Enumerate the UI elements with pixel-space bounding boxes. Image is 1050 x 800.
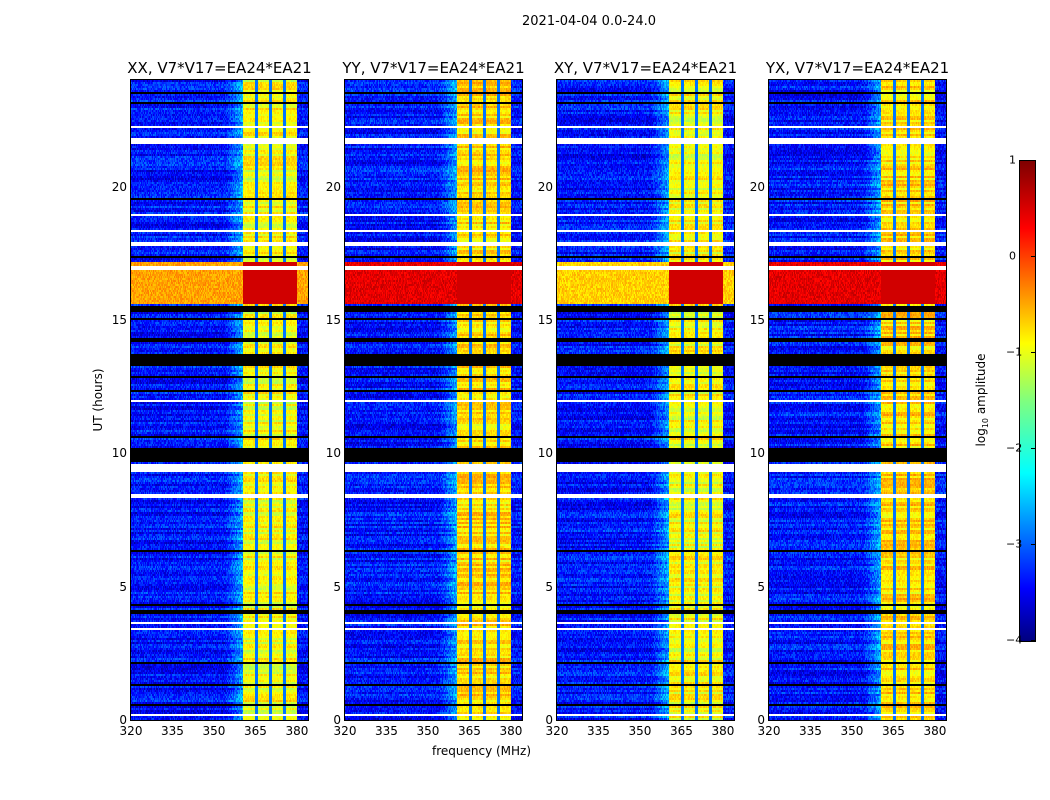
x-tick-label: 350	[628, 724, 652, 738]
x-tick-label: 320	[333, 724, 357, 738]
y-tick-label: 10	[111, 446, 127, 461]
y-tick-label: 15	[537, 313, 553, 327]
colorbar-tick-label: −4	[1006, 633, 1023, 647]
colorbar-tick-mark	[1031, 352, 1035, 353]
spectrogram-heatmap	[130, 79, 309, 721]
x-tick-label: 350	[840, 724, 864, 738]
y-tick-label: 15	[325, 313, 341, 327]
x-tick-label: 335	[161, 724, 184, 738]
panel-title: YY, V7*V17=EA24*EA21	[342, 59, 525, 77]
colorbar-tick-label: 1	[1009, 153, 1016, 167]
x-tick-label: 320	[119, 724, 143, 738]
x-tick-label: 320	[545, 724, 569, 738]
y-tick-label: 15	[749, 313, 765, 327]
x-tick-label: 350	[416, 724, 440, 738]
x-tick-label: 380	[499, 724, 523, 738]
colorbar-tick-label: 0	[1009, 249, 1016, 263]
y-tick-label: 0	[119, 713, 127, 727]
y-tick-label: 20	[749, 179, 765, 194]
y-axis-label: UT (hours)	[91, 368, 105, 432]
x-tick-label: 380	[923, 724, 947, 738]
y-tick-label: 20	[325, 179, 341, 194]
y-tick-label: 15	[111, 313, 127, 327]
panel-title: XX, V7*V17=EA24*EA21	[127, 59, 312, 77]
y-tick-label: 10	[537, 446, 553, 461]
y-tick-label: 0	[333, 713, 341, 727]
y-tick-label: 10	[749, 446, 765, 461]
y-tick-label: 5	[757, 579, 765, 594]
x-axis-label: frequency (MHz)	[432, 744, 532, 758]
y-tick-label: 20	[111, 179, 127, 194]
x-tick-label: 350	[202, 724, 226, 738]
colorbar-label-log: log	[973, 428, 988, 447]
y-tick-label: 5	[333, 579, 341, 594]
colorbar-tick-mark	[1031, 448, 1035, 449]
x-tick-label: 335	[799, 724, 822, 738]
spectrogram-heatmap	[768, 79, 947, 721]
y-tick-label: 0	[545, 713, 553, 727]
y-tick-label: 20	[537, 179, 553, 194]
colorbar	[1019, 160, 1036, 642]
x-tick-label: 365	[882, 724, 905, 738]
x-tick-label: 335	[587, 724, 610, 738]
colorbar-label: log10 amplitude	[974, 354, 990, 447]
x-tick-label: 365	[244, 724, 267, 738]
colorbar-tick-label: −1	[1006, 345, 1023, 359]
x-tick-label: 365	[670, 724, 693, 738]
x-tick-label: 335	[375, 724, 398, 738]
colorbar-tick-label: −2	[1006, 441, 1023, 455]
panel-title: YX, V7*V17=EA24*EA21	[765, 59, 950, 77]
colorbar-tick-mark	[1031, 256, 1035, 257]
colorbar-label-rest: amplitude	[973, 353, 988, 418]
figure-title: 2021-04-04 0.0-24.0	[522, 14, 656, 29]
colorbar-label-sub: 10	[981, 417, 991, 429]
colorbar-tick-mark	[1031, 160, 1035, 161]
panel-title: XY, V7*V17=EA24*EA21	[553, 59, 738, 77]
spectrogram-heatmap	[556, 79, 735, 721]
y-tick-label: 5	[119, 579, 127, 594]
colorbar-tick-label: −3	[1006, 537, 1023, 551]
x-tick-label: 380	[711, 724, 735, 738]
x-tick-label: 380	[285, 724, 309, 738]
colorbar-tick-mark	[1031, 640, 1035, 641]
colorbar-tick-mark	[1031, 544, 1035, 545]
x-tick-label: 320	[757, 724, 781, 738]
y-tick-label: 0	[757, 713, 765, 727]
spectrogram-heatmap	[344, 79, 523, 721]
y-tick-label: 5	[545, 579, 553, 594]
y-tick-label: 10	[325, 446, 341, 461]
x-tick-label: 365	[458, 724, 481, 738]
